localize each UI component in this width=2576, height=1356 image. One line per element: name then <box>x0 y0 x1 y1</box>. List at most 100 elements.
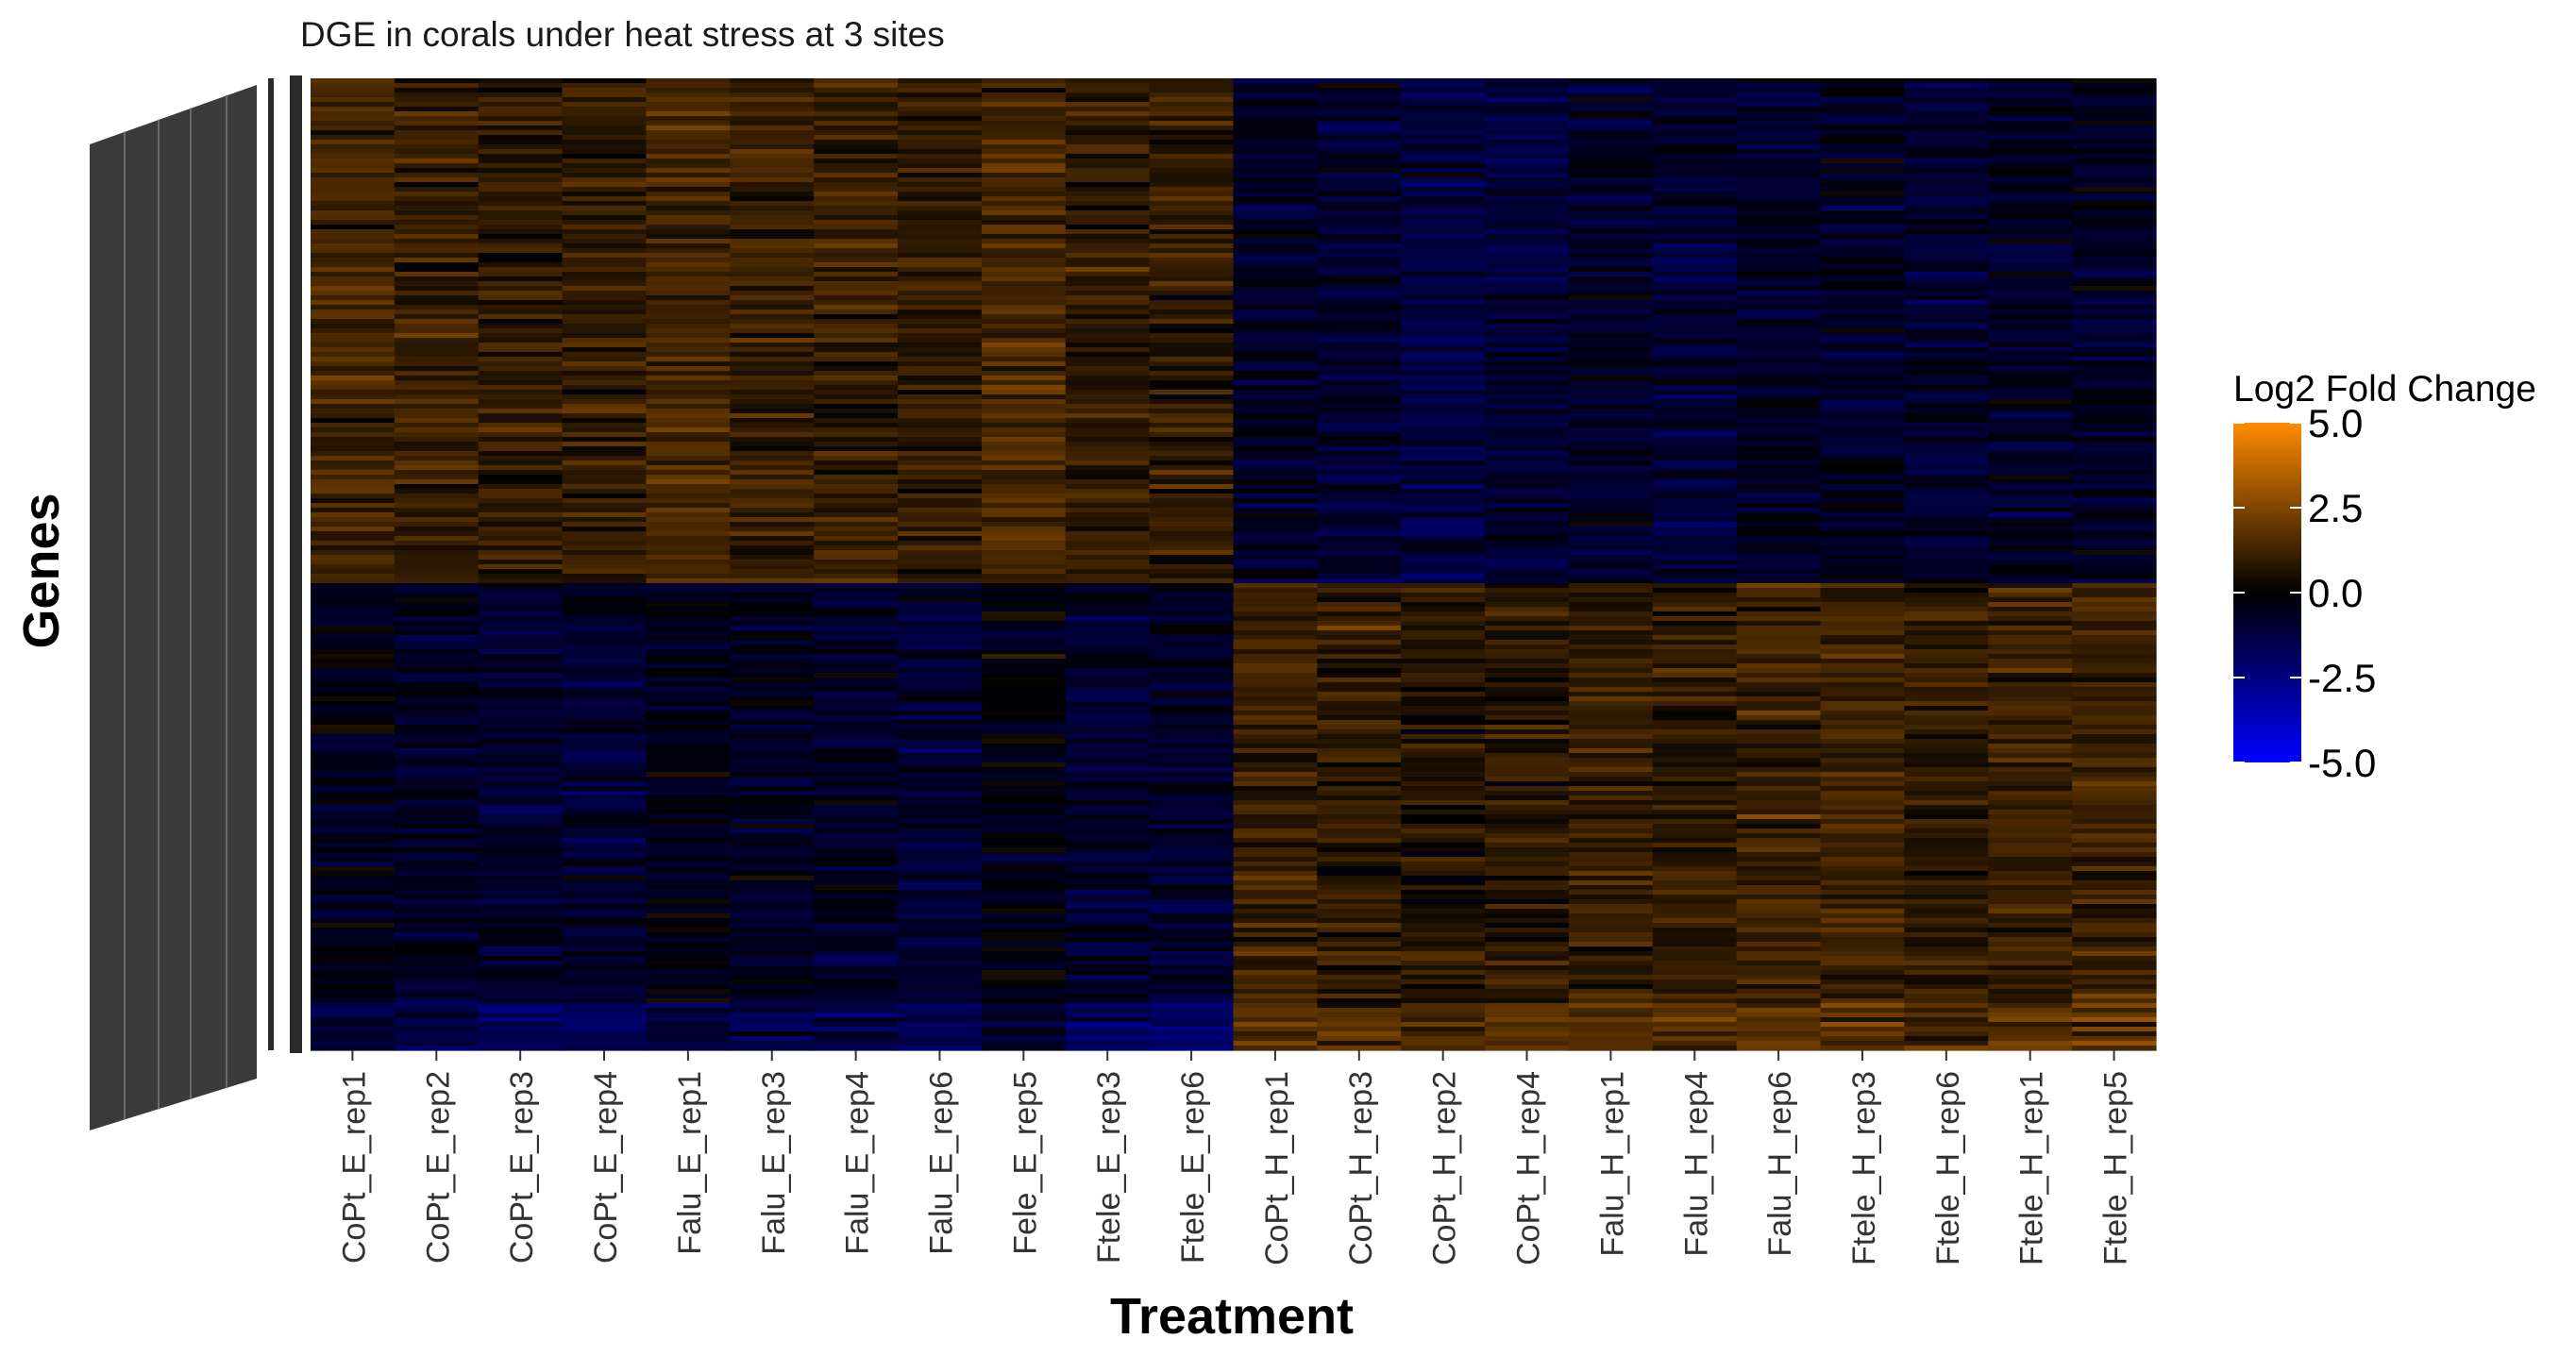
heatmap-cell <box>814 890 899 896</box>
heatmap-cell <box>394 442 480 447</box>
heatmap-cell <box>1736 800 1822 806</box>
heatmap-cell <box>1736 305 1822 310</box>
heatmap-cell <box>1820 659 1906 664</box>
heatmap-cell <box>1401 630 1486 636</box>
heatmap-cell <box>1233 140 1318 145</box>
heatmap-cell <box>311 847 396 853</box>
heatmap-cell <box>730 1036 815 1042</box>
heatmap-column <box>311 78 396 1051</box>
heatmap-cell <box>1736 932 1822 938</box>
heatmap-cell <box>1904 413 1989 419</box>
heatmap-cell <box>1736 225 1822 230</box>
heatmap-cell <box>311 682 396 688</box>
heatmap-cell <box>1652 460 1738 466</box>
heatmap-cell <box>1485 1031 1570 1037</box>
heatmap-cell <box>1485 989 1570 995</box>
heatmap-cell <box>1485 1013 1570 1018</box>
heatmap-cell <box>2072 107 2157 112</box>
heatmap-cell <box>730 310 815 315</box>
heatmap-cell <box>898 611 983 617</box>
heatmap-cell <box>1401 819 1486 825</box>
heatmap-cell <box>394 777 480 782</box>
heatmap-cell <box>1904 418 1989 424</box>
heatmap-cell <box>1401 611 1486 617</box>
heatmap-cell <box>1568 692 1654 697</box>
heatmap-cell <box>478 83 564 89</box>
heatmap-cell <box>562 154 648 159</box>
heatmap-cell <box>1065 1022 1151 1028</box>
heatmap-cell <box>646 725 731 730</box>
heatmap-cell <box>394 762 480 768</box>
heatmap-cell <box>1233 281 1318 287</box>
heatmap-cell <box>1820 220 1906 226</box>
heatmap-cell <box>981 140 1067 145</box>
heatmap-cell <box>1904 470 1989 476</box>
heatmap-cell <box>730 111 815 117</box>
heatmap-cell <box>730 239 815 244</box>
heatmap-column <box>981 78 1067 1051</box>
heatmap-cell <box>1233 229 1318 235</box>
heatmap-cell <box>311 876 396 881</box>
heatmap-cell <box>1317 489 1402 494</box>
heatmap-cell <box>1988 937 2073 943</box>
heatmap-cell <box>394 583 480 589</box>
heatmap-cell <box>1485 135 1570 141</box>
heatmap-cell <box>2072 913 2157 919</box>
heatmap-cell <box>2072 465 2157 471</box>
heatmap-cell <box>814 678 899 683</box>
heatmap-cell <box>562 465 648 471</box>
heatmap-cell <box>1485 512 1570 518</box>
heatmap-cell <box>1904 843 1989 848</box>
heatmap-cell <box>1652 126 1738 131</box>
heatmap-cell <box>730 635 815 641</box>
heatmap-cell <box>814 607 899 612</box>
heatmap-cell <box>646 862 731 867</box>
heatmap-cell <box>1904 126 1989 131</box>
heatmap-cell <box>1485 876 1570 881</box>
heatmap-cell <box>1065 659 1151 664</box>
heatmap-cell <box>1820 333 1906 339</box>
heatmap-cell <box>1736 253 1822 259</box>
heatmap-cell <box>1485 418 1570 424</box>
heatmap-cell <box>1988 583 2073 589</box>
heatmap-cell <box>1401 371 1486 377</box>
heatmap-cell <box>2072 187 2157 193</box>
heatmap-cell <box>646 984 731 990</box>
heatmap-cell <box>394 593 480 598</box>
heatmap-cell <box>1988 819 2073 825</box>
heatmap-cell <box>1904 781 1989 787</box>
heatmap-cell <box>1820 239 1906 244</box>
heatmap-cell <box>478 229 564 235</box>
heatmap-cell <box>1485 432 1570 438</box>
heatmap-cell <box>646 168 731 174</box>
heatmap-cell <box>311 385 396 391</box>
heatmap-cell <box>1149 88 1235 93</box>
heatmap-cell <box>814 187 899 193</box>
heatmap-cell <box>1485 196 1570 202</box>
heatmap-cell <box>1485 168 1570 174</box>
heatmap-cell <box>1149 413 1235 419</box>
heatmap-cell <box>814 531 899 537</box>
heatmap-cell <box>898 394 983 400</box>
heatmap-cell <box>1065 225 1151 230</box>
heatmap-cell <box>1568 942 1654 947</box>
heatmap-cell <box>1652 357 1738 362</box>
heatmap-cell <box>1233 895 1318 900</box>
heatmap-cell <box>2072 720 2157 726</box>
heatmap-cell <box>1988 857 2073 862</box>
heatmap-cell <box>1065 989 1151 995</box>
heatmap-cell <box>730 701 815 707</box>
heatmap-cell <box>898 272 983 277</box>
heatmap-cell <box>730 338 815 343</box>
heatmap-cell <box>646 843 731 848</box>
heatmap-cell <box>311 442 396 447</box>
heatmap-cell <box>2072 225 2157 230</box>
heatmap-cell <box>1820 196 1906 202</box>
heatmap-cell <box>814 621 899 627</box>
heatmap-cell <box>1736 965 1822 971</box>
heatmap-cell <box>1149 795 1235 801</box>
heatmap-cell <box>1904 541 1989 546</box>
heatmap-cell <box>1149 829 1235 834</box>
heatmap-cell <box>1988 1008 2073 1013</box>
heatmap-cell <box>2072 83 2157 89</box>
